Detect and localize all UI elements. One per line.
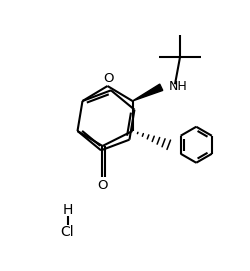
Text: O: O xyxy=(104,72,114,85)
Text: NH: NH xyxy=(168,79,187,92)
Polygon shape xyxy=(132,84,163,101)
Text: Cl: Cl xyxy=(61,225,74,239)
Text: H: H xyxy=(62,203,73,217)
Text: O: O xyxy=(97,179,108,192)
